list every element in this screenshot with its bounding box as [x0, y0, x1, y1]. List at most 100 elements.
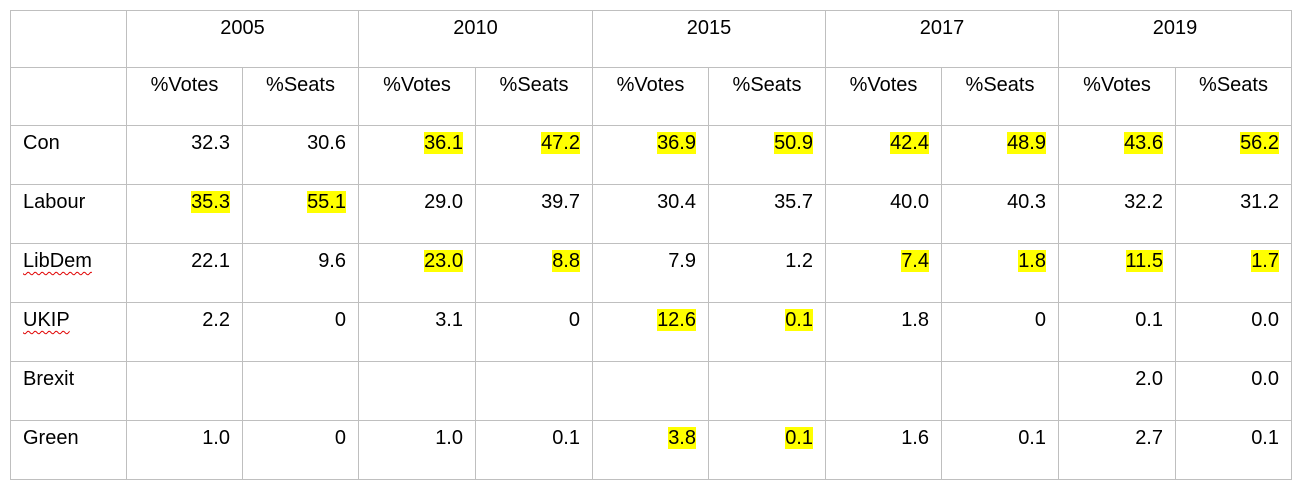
value-cell: 0: [475, 302, 593, 362]
value-cell: 36.9: [592, 125, 709, 185]
corner-cell: [10, 10, 127, 68]
value-cell: 36.1: [358, 125, 476, 185]
value-cell: [592, 361, 709, 421]
value-cell: 40.0: [825, 184, 942, 244]
empty-cell: [10, 67, 127, 126]
value-text: 32.2: [1124, 191, 1163, 213]
party-cell: UKIP: [10, 302, 127, 362]
value-cell: 1.8: [825, 302, 942, 362]
value-text: 22.1: [191, 250, 230, 272]
value-cell: 1.2: [708, 243, 826, 303]
value-text: 23.0: [424, 250, 463, 272]
table-body: 2005 2010 2015 2017 2019 %Votes %Seats %Votes %S…: [10, 10, 1292, 480]
value-cell: 42.4: [825, 125, 942, 185]
value-cell: 40.3: [941, 184, 1059, 244]
value-cell: 0.1: [708, 420, 826, 480]
value-text: 30.6: [307, 132, 346, 154]
value-cell: 30.6: [242, 125, 359, 185]
value-cell: 32.2: [1058, 184, 1176, 244]
value-cell: 7.4: [825, 243, 942, 303]
party-row: Brexit 2.0 0.0: [10, 361, 1292, 421]
value-cell: 39.7: [475, 184, 593, 244]
value-text: 0.1: [552, 427, 580, 449]
value-text: 1.0: [202, 427, 230, 449]
value-cell: 2.7: [1058, 420, 1176, 480]
value-cell: 32.3: [126, 125, 243, 185]
value-text: 42.4: [890, 132, 929, 154]
value-cell: 31.2: [1175, 184, 1292, 244]
value-cell: 0.1: [475, 420, 593, 480]
column-header: %Seats: [242, 67, 359, 126]
value-text: 3.8: [668, 427, 696, 449]
value-cell: 0.1: [1058, 302, 1176, 362]
value-text: 40.3: [1007, 191, 1046, 213]
value-cell: 3.1: [358, 302, 476, 362]
value-text: 0.0: [1251, 309, 1279, 331]
value-cell: 11.5: [1058, 243, 1176, 303]
value-text: 7.4: [901, 250, 929, 272]
value-text: 0.1: [1018, 427, 1046, 449]
party-row: UKIP 2.2 0 3.1 0 12.6 0.1 1.8 0 0.1 0.0: [10, 302, 1292, 362]
year-header: 2015: [592, 10, 826, 68]
party-cell: LibDem: [10, 243, 127, 303]
value-text: 0: [334, 309, 346, 331]
value-cell: 0: [242, 302, 359, 362]
column-header: %Votes: [1058, 67, 1176, 126]
value-text: 29.0: [424, 191, 463, 213]
party-name: Labour: [23, 191, 86, 213]
value-cell: 3.8: [592, 420, 709, 480]
value-text: 0.1: [785, 427, 813, 449]
value-text: 0.0: [1251, 368, 1279, 390]
results-table: 2005 2010 2015 2017 2019 %Votes %Seats %Votes %S…: [10, 10, 1292, 480]
year-row: 2005 2010 2015 2017 2019: [10, 10, 1292, 68]
value-text: 0: [334, 427, 346, 449]
party-cell: Green: [10, 420, 127, 480]
value-text: 40.0: [890, 191, 929, 213]
value-text: 1.6: [901, 427, 929, 449]
value-text: 7.9: [668, 250, 696, 272]
value-cell: 22.1: [126, 243, 243, 303]
value-text: 8.8: [552, 250, 580, 272]
value-cell: 43.6: [1058, 125, 1176, 185]
subheader-row: %Votes %Seats %Votes %Seats %Votes %Seats %Vot…: [10, 67, 1292, 126]
party-row: Green 1.0 0 1.0 0.1 3.8 0.1 1.6 0.1 2.7 0.1: [10, 420, 1292, 480]
value-cell: 0.0: [1175, 302, 1292, 362]
value-cell: 1.7: [1175, 243, 1292, 303]
value-text: 1.8: [1018, 250, 1046, 272]
value-text: 11.5: [1125, 250, 1163, 272]
value-cell: 1.0: [358, 420, 476, 480]
value-cell: 1.6: [825, 420, 942, 480]
value-cell: 55.1: [242, 184, 359, 244]
column-header: %Votes: [358, 67, 476, 126]
column-header: %Seats: [708, 67, 826, 126]
value-cell: [358, 361, 476, 421]
column-header: %Seats: [941, 67, 1059, 126]
value-cell: 12.6: [592, 302, 709, 362]
value-text: 43.6: [1124, 132, 1163, 154]
value-cell: [941, 361, 1059, 421]
column-header: %Votes: [592, 67, 709, 126]
column-header: %Votes: [126, 67, 243, 126]
value-cell: 56.2: [1175, 125, 1292, 185]
value-cell: 0.1: [1175, 420, 1292, 480]
value-cell: 2.0: [1058, 361, 1176, 421]
value-text: 1.0: [435, 427, 463, 449]
value-cell: 7.9: [592, 243, 709, 303]
party-name: UKIP: [23, 309, 70, 331]
value-text: 2.7: [1135, 427, 1163, 449]
value-cell: 0.0: [1175, 361, 1292, 421]
value-cell: 1.0: [126, 420, 243, 480]
value-cell: 47.2: [475, 125, 593, 185]
value-text: 0: [568, 309, 580, 331]
value-text: 1.8: [901, 309, 929, 331]
value-text: 0.1: [1135, 309, 1163, 331]
value-cell: [708, 361, 826, 421]
value-cell: [475, 361, 593, 421]
year-header: 2005: [126, 10, 359, 68]
value-text: 31.2: [1240, 191, 1279, 213]
value-cell: 2.2: [126, 302, 243, 362]
party-row: Con 32.3 30.6 36.1 47.2 36.9 50.9 42.4 48.9 43.6 5…: [10, 125, 1292, 185]
party-cell: Con: [10, 125, 127, 185]
value-text: 9.6: [318, 250, 346, 272]
